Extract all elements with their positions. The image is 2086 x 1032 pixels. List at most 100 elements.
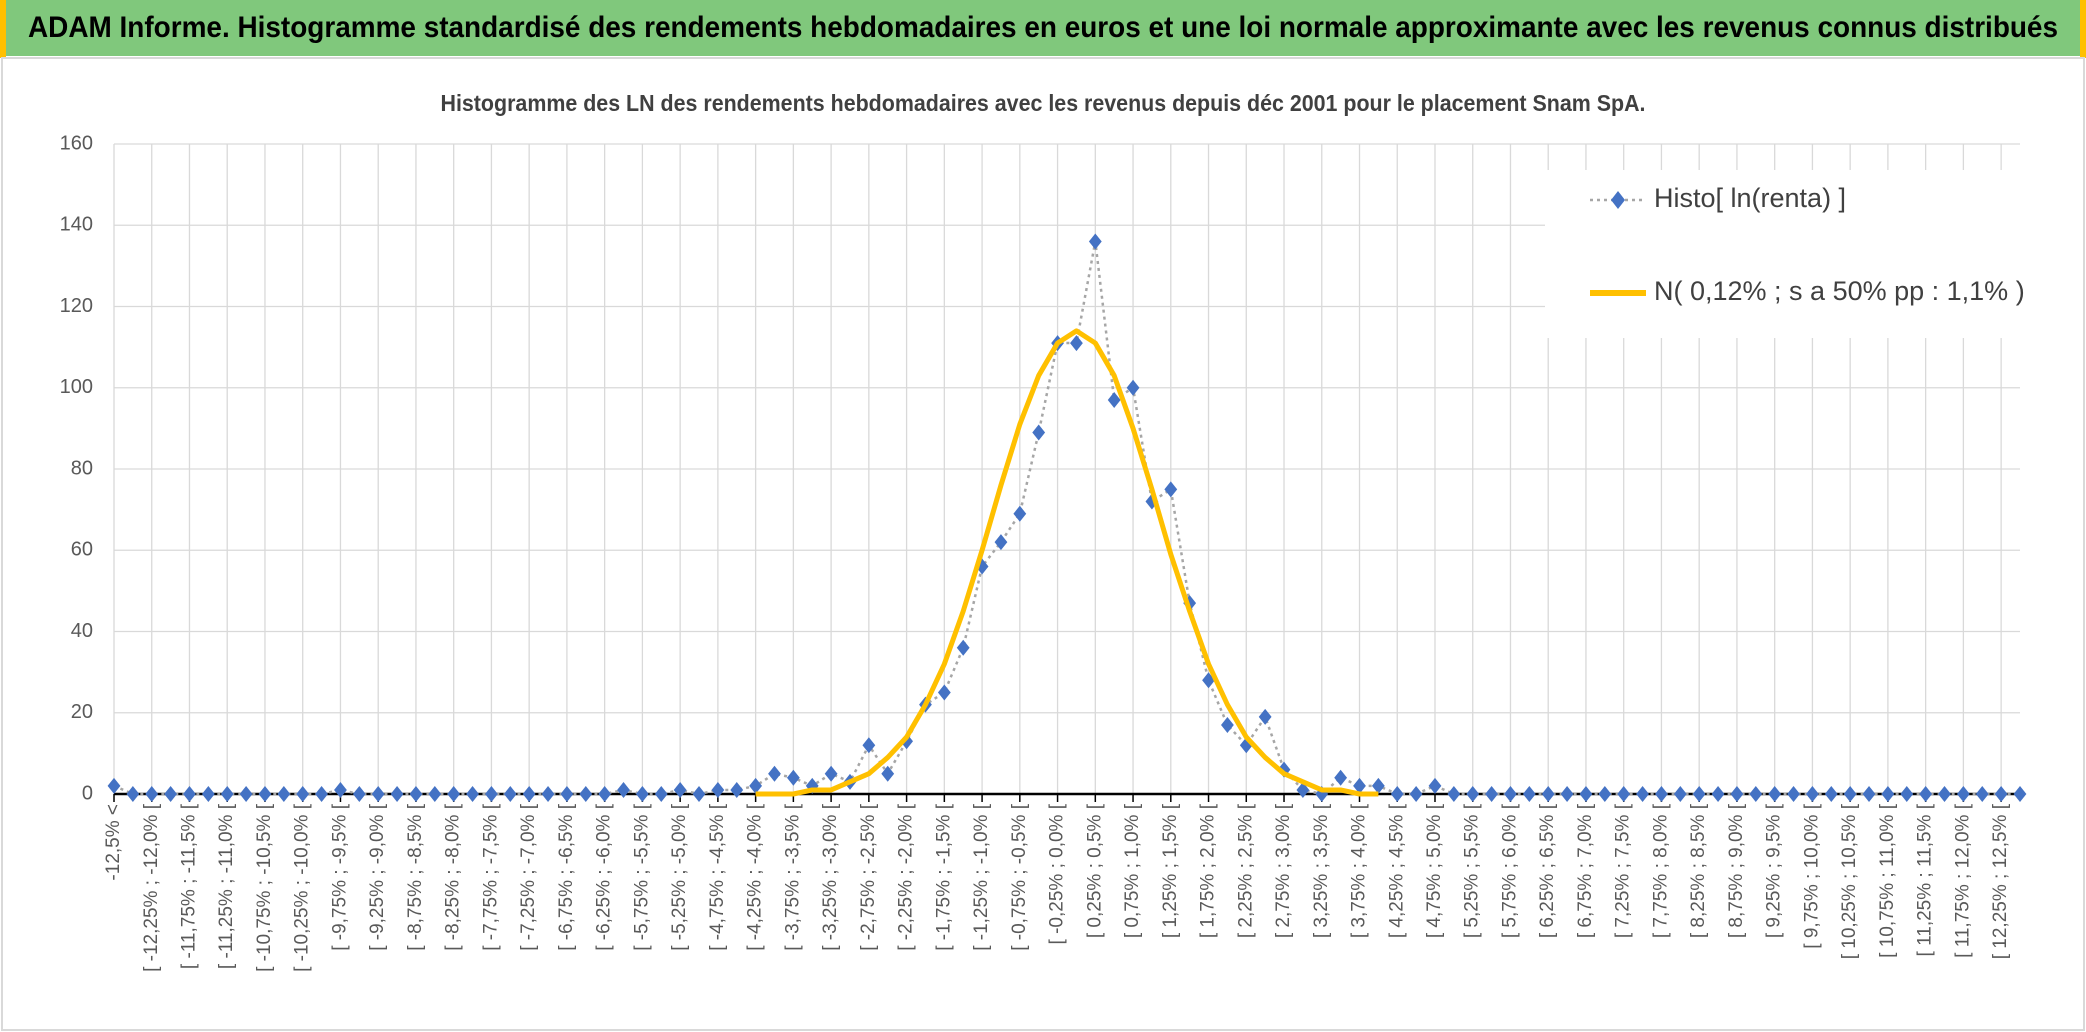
x-tick-label: [ -10,25% ; -10,0% [: [292, 803, 313, 972]
x-tick-label: [ -3,25% ; -3,0% [: [820, 803, 841, 951]
data-point: [1711, 786, 1725, 802]
x-tick-label: [ -1,25% ; -1,0% [: [971, 803, 992, 951]
data-point: [749, 777, 763, 794]
data-point: [1673, 786, 1687, 802]
data-point: [352, 786, 366, 802]
data-point: [1919, 786, 1933, 802]
data-point: [145, 786, 159, 802]
x-tick-label: [ -0,25% ; 0,0% [: [1047, 803, 1068, 944]
x-tick-label: [ 11,25% ; 11,5% [: [1915, 803, 1936, 956]
x-tick-label: [ 7,75% ; 8,0% [: [1650, 803, 1671, 938]
data-point: [730, 781, 744, 798]
data-point: [1353, 777, 1366, 794]
x-tick-label: [ -5,75% ; -5,5% [: [631, 803, 652, 951]
data-point: [1730, 786, 1744, 802]
data-point: [239, 786, 253, 802]
x-tick-label: -12,5% <: [103, 804, 124, 881]
legend-label: N( 0,12% ; s a 50% pp : 1,1% ): [1654, 276, 2025, 306]
data-point: [560, 786, 574, 802]
data-point: [1617, 786, 1631, 802]
data-point: [598, 786, 612, 802]
data-point: [1107, 391, 1121, 408]
x-tick-label: [ 9,75% ; 10,0% [: [1801, 803, 1822, 948]
x-tick-label: [ 5,75% ; 6,0% [: [1499, 803, 1520, 938]
data-point: [1768, 786, 1782, 802]
data-point: [994, 534, 1008, 551]
y-tick-label: 20: [71, 701, 93, 723]
data-point: [334, 781, 347, 798]
data-point: [711, 781, 725, 798]
data-point: [107, 777, 121, 794]
x-tick-label: [ 11,75% ; 12,0% [: [1952, 803, 1973, 958]
x-tick-label: [ -2,25% ; -2,0% [: [896, 803, 917, 951]
data-point: [1843, 786, 1857, 802]
data-point: [296, 786, 310, 802]
banner-corner: [2080, 0, 2086, 58]
data-point: [1655, 786, 1668, 802]
data-point: [768, 765, 781, 782]
y-tick-label: 120: [60, 295, 93, 317]
x-tick-label: [ -6,75% ; -6,5% [: [556, 803, 577, 951]
data-point: [1088, 233, 1102, 250]
page-title: ADAM Informe. Histogramme standardisé de…: [28, 11, 2058, 44]
data-point: [1541, 786, 1555, 802]
data-point: [1862, 786, 1876, 802]
x-tick-label: [ -2,75% ; -2,5% [: [858, 803, 879, 951]
data-point: [1522, 786, 1536, 802]
data-point: [1164, 481, 1178, 498]
x-tick-label: [ -7,25% ; -7,0% [: [518, 803, 539, 951]
x-tick-label: [ -11,25% ; -11,0% [: [216, 803, 237, 969]
data-point: [164, 786, 178, 802]
data-point: [390, 786, 404, 802]
data-point: [786, 769, 800, 786]
x-tick-label: [ 8,75% ; 9,0% [: [1726, 803, 1747, 938]
data-point: [692, 786, 706, 802]
x-tick-label: [ 8,25% ; 8,5% [: [1688, 803, 1709, 938]
data-point: [201, 786, 215, 802]
x-tick-label: [ 5,25% ; 5,5% [: [1462, 803, 1483, 938]
data-point: [315, 786, 328, 802]
x-tick-label: [ -12,25% ; -12,0% [: [141, 803, 162, 972]
y-tick-label: 0: [82, 782, 93, 804]
x-tick-label: [ -11,75% ; -11,5% [: [179, 803, 200, 969]
data-point: [1598, 786, 1612, 802]
x-tick-label: [ 3,75% ; 4,0% [: [1349, 803, 1370, 938]
x-tick-label: [ 10,75% ; 11,0% [: [1877, 803, 1898, 958]
x-tick-label: [ -3,75% ; -3,5% [: [782, 803, 803, 951]
data-point: [654, 786, 668, 802]
data-point: [862, 737, 876, 754]
series-line: [755, 328, 1379, 797]
banner: [0, 0, 2086, 56]
data-point: [1787, 786, 1800, 802]
x-tick-label: [ 1,25% ; 1,5% [: [1160, 803, 1181, 938]
data-point: [1900, 786, 1914, 802]
x-tick-label: [ -4,75% ; -4,5% [: [707, 803, 728, 951]
data-point: [1466, 786, 1480, 802]
data-point: [1956, 786, 1970, 802]
data-point: [1560, 786, 1574, 802]
data-point: [1296, 781, 1310, 798]
data-point: [1938, 786, 1951, 802]
data-point: [937, 684, 951, 701]
data-point: [1806, 786, 1819, 802]
data-point: [1409, 786, 1423, 802]
data-point: [1749, 786, 1763, 802]
data-point: [409, 786, 423, 802]
x-tick-label: [ 4,25% ; 4,5% [: [1386, 803, 1407, 938]
x-tick-label: [ 6,25% ; 6,5% [: [1537, 803, 1558, 938]
data-point: [824, 765, 838, 782]
data-point: [466, 786, 479, 802]
data-point: [1371, 777, 1385, 794]
x-tick-label: [ -5,25% ; -5,0% [: [669, 803, 690, 951]
data-point: [1221, 716, 1234, 733]
x-tick-label: [ 10,25% ; 10,5% [: [1839, 803, 1860, 959]
data-point: [277, 786, 291, 802]
data-point: [428, 786, 442, 802]
data-point: [1390, 786, 1404, 802]
data-point: [1824, 786, 1838, 802]
x-tick-label: [ 0,75% ; 1,0% [: [1122, 803, 1143, 938]
data-point: [220, 786, 234, 802]
x-tick-label: [ 2,75% ; 3,0% [: [1273, 803, 1294, 938]
x-tick-label: [ -1,75% ; -1,5% [: [933, 803, 954, 951]
